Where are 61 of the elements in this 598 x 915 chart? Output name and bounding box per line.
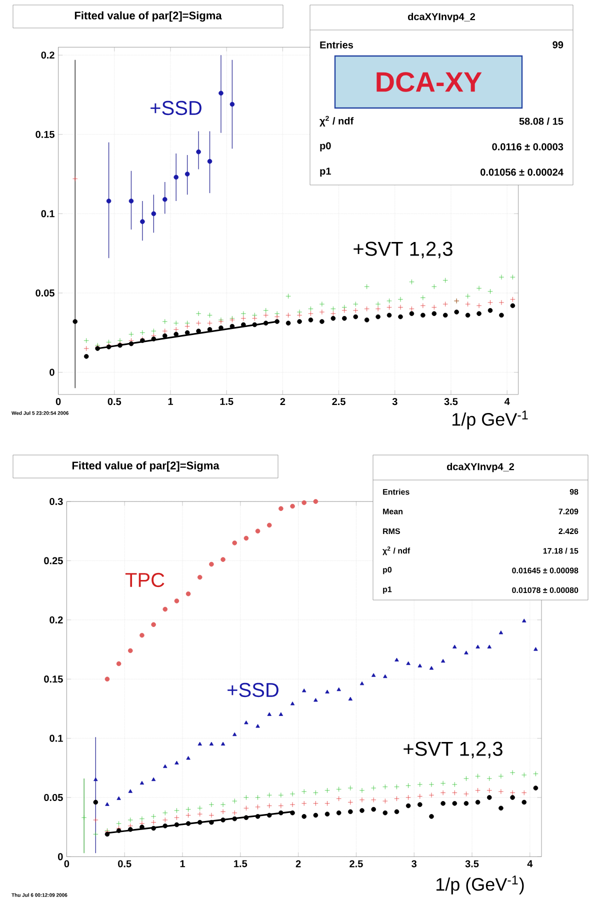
annotation: 0.01056 ± 0.00024 bbox=[480, 168, 564, 176]
x-tick-label: 1 bbox=[168, 398, 173, 405]
x-tick-label: 4 bbox=[504, 398, 510, 405]
x-axis-title: 1/p (GeV$^{-1}$) bbox=[436, 876, 524, 894]
text: 98 bbox=[570, 488, 578, 495]
text: 2.426 bbox=[558, 528, 578, 534]
annotation: 0.0116 ± 0.0003 bbox=[492, 143, 564, 150]
text: dcaXYInvp4_2 bbox=[447, 462, 514, 472]
x-tick-label: 3.5 bbox=[444, 398, 458, 406]
annotation: p1 bbox=[383, 586, 392, 594]
y-tick-label: 0.1 bbox=[50, 734, 63, 742]
annotation: 0.01078 ± 0.00080 bbox=[512, 587, 578, 594]
annotation: +SSD bbox=[150, 100, 202, 116]
text: 17.18 / 15 bbox=[543, 548, 578, 554]
y-tick-label: 0.05 bbox=[44, 794, 63, 802]
chart-title: Fitted value of par[2]=Sigma bbox=[74, 11, 222, 22]
x-tick-label: 0.5 bbox=[108, 398, 122, 406]
annotation: +SVT 1,2,3 bbox=[404, 742, 502, 758]
x-tick-label: 2.5 bbox=[332, 398, 346, 406]
x-tick-label: 1.5 bbox=[220, 398, 234, 405]
x-tick-label: 2.5 bbox=[350, 860, 363, 868]
annotation: RMS bbox=[383, 528, 400, 534]
y-tick-label: 0.3 bbox=[50, 498, 63, 506]
annotation: p0 bbox=[320, 142, 331, 152]
annotation: +SVT 1,2,3 bbox=[354, 242, 452, 258]
y-tick-label: 0 bbox=[58, 853, 63, 860]
annotation: p1 bbox=[320, 168, 331, 177]
y-tick-label: 0.25 bbox=[44, 557, 63, 564]
y-tick-label: 0.2 bbox=[50, 616, 63, 624]
y-tick-label: 0.1 bbox=[41, 210, 54, 218]
y-tick-label: 0.2 bbox=[41, 52, 54, 59]
annotation: Entries bbox=[320, 41, 354, 48]
annotation: p0 bbox=[383, 566, 392, 574]
annotation: 0.01645 ± 0.00098 bbox=[512, 568, 578, 574]
y-tick-label: 0.15 bbox=[44, 676, 63, 683]
x-tick-label: 0.5 bbox=[118, 860, 132, 868]
text: 58.08 / 15 bbox=[519, 117, 564, 125]
x-tick-label: 3.5 bbox=[465, 860, 479, 868]
x-tick-label: 2 bbox=[296, 860, 301, 868]
x-tick-label: 4 bbox=[527, 860, 533, 868]
x-tick-label: 0 bbox=[64, 860, 70, 868]
text: dcaXYInvp4_2 bbox=[408, 12, 476, 22]
annotation: χ$^{2}$ / ndf bbox=[382, 546, 410, 556]
x-tick-label: 1 bbox=[180, 860, 186, 868]
y-tick-label: 0.05 bbox=[36, 289, 54, 297]
x-tick-label: 1.5 bbox=[234, 860, 248, 868]
annotation: DCA-XY bbox=[376, 72, 482, 92]
annotation: +SSD bbox=[228, 682, 278, 698]
y-tick-label: 0 bbox=[50, 368, 54, 376]
y-tick-label: 0.15 bbox=[36, 130, 54, 138]
text: 99 bbox=[552, 41, 564, 48]
annotation: χ$^{2}$ / ndf bbox=[320, 116, 354, 126]
x-axis-title: 1/p GeV$^{-1}$ bbox=[452, 410, 528, 430]
x-tick-label: 2 bbox=[280, 398, 286, 406]
x-tick-label: 3 bbox=[392, 398, 398, 406]
chart-title: Fitted value of par[2]=Sigma bbox=[72, 461, 220, 472]
text: 7.209 bbox=[558, 508, 578, 514]
annotation: Mean bbox=[383, 508, 402, 514]
annotation: TPC bbox=[125, 572, 164, 588]
x-tick-label: 3 bbox=[412, 860, 417, 868]
text: Entries bbox=[383, 488, 410, 495]
